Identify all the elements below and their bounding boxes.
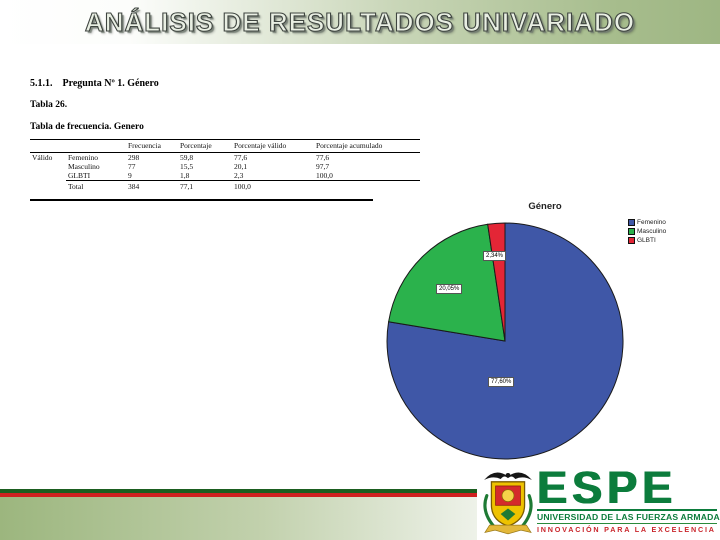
table-row: Masculino 77 15,5 20,1 97,7 xyxy=(30,162,420,171)
table-cell xyxy=(30,181,66,194)
table-cell: 77,1 xyxy=(178,180,232,193)
header-cell: Porcentaje acumulado xyxy=(314,139,420,153)
pie-label-masculino: 20,05% xyxy=(436,284,463,294)
table-cell: 100,0 xyxy=(316,171,333,180)
header-cell xyxy=(30,139,66,153)
espe-university-name: UNIVERSIDAD DE LAS FUERZAS ARMADAS xyxy=(537,509,720,522)
legend-label: Femenino xyxy=(637,218,666,226)
table-cell: 100,0 xyxy=(232,180,314,193)
table-cell: 1,8 xyxy=(180,171,190,180)
section-title: Pregunta Nº 1. Género xyxy=(62,78,159,89)
espe-wordmark-block: ESPE UNIVERSIDAD DE LAS FUERZAS ARMADAS … xyxy=(537,462,720,534)
header-cell: Frecuencia xyxy=(126,139,178,153)
table-cell: GLBTI xyxy=(68,171,91,180)
table-header-row: Frecuencia Porcentaje Porcentaje válido … xyxy=(30,139,420,153)
table-cell: 77,6 xyxy=(316,153,330,162)
slide-title: ANÁLISIS DE RESULTADOS UNIVARIADO xyxy=(84,6,636,37)
table-cell: 77 xyxy=(128,162,136,171)
legend-label: GLBTI xyxy=(637,236,656,244)
table-cell: Femenino xyxy=(68,153,98,162)
section-heading: 5.1.1. Pregunta Nº 1. Género xyxy=(30,78,159,89)
espe-tagline: INNOVACIÓN PARA LA EXCELENCIA xyxy=(537,523,717,534)
pie-slice-masculino xyxy=(388,223,506,342)
espe-acronym: ESPE xyxy=(537,462,678,513)
legend-item-femenino: Femenino xyxy=(628,218,666,227)
footer-gradient-band xyxy=(0,497,478,540)
table-caption: Tabla de frecuencia. Genero xyxy=(30,122,144,132)
legend-swatch-icon xyxy=(628,228,635,235)
table-number: Tabla 26. xyxy=(30,100,68,110)
espe-logo: ESPE UNIVERSIDAD DE LAS FUERZAS ARMADAS … xyxy=(477,462,720,540)
legend-item-masculino: Masculino xyxy=(628,227,666,236)
legend-item-glbti: GLBTI xyxy=(628,236,666,245)
table-cell xyxy=(30,162,66,171)
table-row: Válido Femenino 298 59,8 77,6 77,6 xyxy=(30,153,420,162)
section-number: 5.1.1. xyxy=(30,78,53,89)
table-cell xyxy=(314,180,420,193)
footer-stripe-red xyxy=(0,493,477,497)
table-cell: 298 xyxy=(128,153,140,162)
table-cell: 20,1 xyxy=(234,162,248,171)
table-total-row: Total 384 77,1 100,0 xyxy=(30,180,420,194)
table-cell: 15,5 xyxy=(180,162,194,171)
pie-label-femenino: 77,60% xyxy=(488,377,515,387)
legend-label: Masculino xyxy=(637,227,667,235)
chart-legend: Femenino Masculino GLBTI xyxy=(628,218,666,245)
table-cell: 59,8 xyxy=(180,153,194,162)
header-cell: Porcentaje xyxy=(178,139,232,153)
table-cell: 9 xyxy=(128,171,132,180)
header-cell: Porcentaje válido xyxy=(232,139,314,153)
pie-label-glbti: 2,34% xyxy=(483,251,507,261)
table-cell xyxy=(30,171,66,181)
table-cell: 97,7 xyxy=(316,162,330,171)
table-cell: Válido xyxy=(32,153,53,162)
footer-stripe-green xyxy=(0,489,477,493)
university-crest-icon xyxy=(483,472,533,535)
title-banner: ANÁLISIS DE RESULTADOS UNIVARIADO xyxy=(0,0,720,44)
table-cell: Total xyxy=(66,180,126,193)
frequency-table: Frecuencia Porcentaje Porcentaje válido … xyxy=(30,139,420,193)
table-cell: 77,6 xyxy=(234,153,248,162)
table-cell: Masculino xyxy=(68,162,100,171)
table-row: GLBTI 9 1,8 2,3 100,0 xyxy=(30,171,420,181)
table-cell: 384 xyxy=(126,180,178,193)
header-cell xyxy=(66,139,126,153)
table-cell: 2,3 xyxy=(234,171,244,180)
legend-swatch-icon xyxy=(628,237,635,244)
legend-swatch-icon xyxy=(628,219,635,226)
chart-title: Género xyxy=(528,201,562,212)
table-bottom-rule xyxy=(30,199,373,201)
